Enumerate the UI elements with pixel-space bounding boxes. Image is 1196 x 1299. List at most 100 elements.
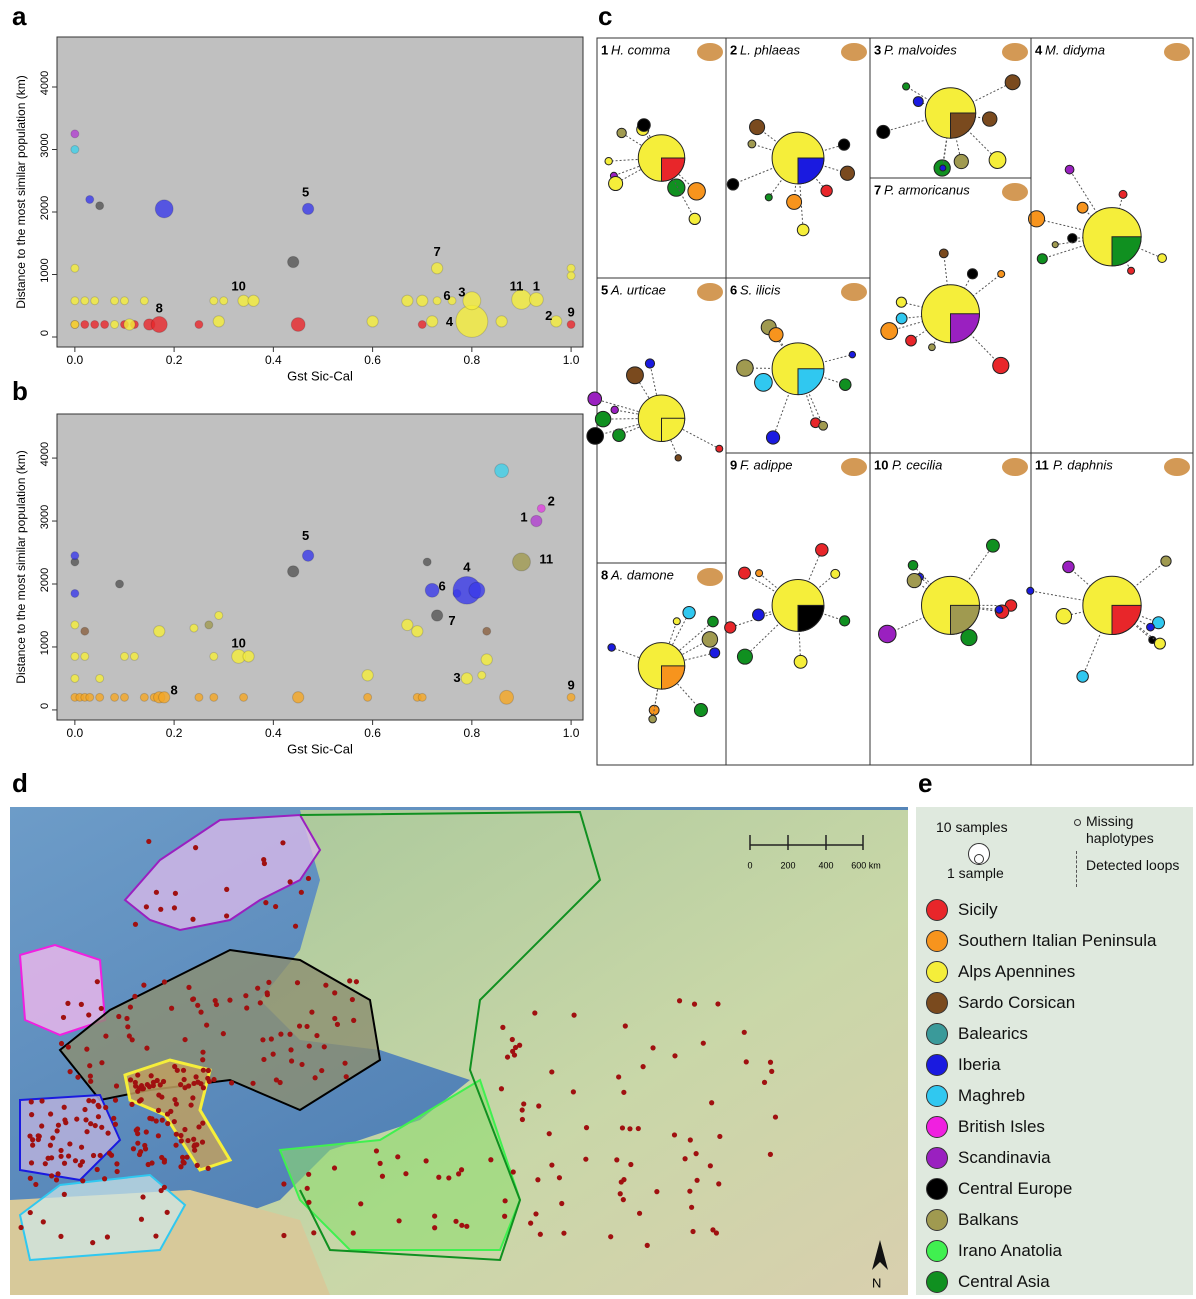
sample-dot — [18, 1224, 24, 1231]
sample-dot — [144, 1045, 150, 1051]
sample-dot — [193, 1074, 199, 1080]
sample-dot — [130, 1146, 137, 1152]
sample-dot — [173, 1131, 179, 1137]
sample-dot — [332, 1015, 338, 1022]
sample-dot — [504, 1054, 511, 1060]
x-tick-label: 0.0 — [67, 353, 84, 367]
sample-dot — [190, 916, 196, 922]
haplotype — [895, 296, 907, 308]
sample-dot — [353, 979, 359, 985]
point — [482, 626, 492, 636]
network-species: A. urticae — [610, 282, 666, 297]
sample-dot — [139, 1086, 145, 1092]
point — [139, 296, 149, 306]
sample-dot — [614, 1157, 620, 1163]
haplotype — [818, 420, 829, 431]
sample-dot — [224, 886, 230, 892]
haplotype — [878, 624, 897, 644]
sample-dot — [311, 1230, 317, 1236]
annotation: 5 — [302, 185, 309, 200]
networks: 1 H. comma 2 L. phlaeas 3 P. malvoides 4 M. did… — [586, 37, 1194, 766]
point — [411, 625, 424, 638]
sample-dot — [171, 905, 178, 911]
network-number: 8 — [601, 567, 608, 582]
sample-dot — [165, 1120, 171, 1127]
haplotype-slice — [797, 368, 825, 396]
legend-entry: Balearics — [926, 1023, 1028, 1045]
point — [214, 610, 224, 620]
legend-entry: Alps Apennines — [926, 961, 1075, 983]
sample-dot — [257, 1000, 263, 1006]
haplotype — [981, 111, 998, 127]
sample-dot — [519, 1116, 526, 1123]
sample-dot — [281, 1181, 287, 1187]
haplotype — [755, 569, 764, 578]
sample-dot — [127, 1004, 133, 1010]
point — [566, 263, 576, 273]
sample-dot — [761, 1079, 768, 1085]
sample-dot — [84, 1129, 90, 1135]
network-edge — [595, 417, 662, 437]
sample-dot — [116, 1013, 122, 1020]
sample-dot — [125, 1024, 131, 1030]
haplotype-slice — [661, 417, 686, 442]
sample-dot — [30, 1137, 36, 1143]
butterfly-icon — [841, 458, 867, 476]
legend-entry: Balkans — [926, 1209, 1018, 1231]
sample-dot — [185, 1137, 191, 1144]
y-axis-title: Distance to the most similar population … — [14, 75, 28, 308]
haplotype — [986, 538, 1000, 553]
annotation: 4 — [463, 560, 471, 575]
sample-dot — [535, 1177, 541, 1183]
haplotype — [1004, 74, 1021, 91]
haplotype — [1160, 555, 1172, 567]
annotation: 10 — [231, 635, 245, 650]
haplotype-slice — [1111, 604, 1142, 636]
haplotype — [994, 605, 1004, 614]
sample-dot — [180, 1067, 187, 1073]
haplotype — [688, 212, 701, 226]
network-number: 11 — [1035, 457, 1049, 472]
haplotype — [764, 193, 773, 202]
haplotype-slice — [797, 604, 825, 632]
sample-dot — [772, 1114, 779, 1120]
sample-dot — [488, 1157, 494, 1163]
haplotype — [747, 139, 757, 149]
point — [363, 692, 373, 702]
sample-dot — [263, 900, 269, 906]
sample-dot — [687, 1188, 693, 1194]
sample-dot — [153, 1233, 159, 1239]
legend-entry: Iberia — [926, 1054, 1001, 1076]
sample-dot — [323, 982, 329, 988]
sample-dot — [396, 1218, 402, 1224]
size-key-small — [974, 854, 984, 864]
butterfly-icon — [841, 43, 867, 61]
map-central-asia-border — [299, 810, 602, 1262]
sample-dot — [199, 1139, 206, 1145]
sample-dot — [211, 1076, 217, 1083]
legend-entry: Sardo Corsican — [926, 992, 1075, 1014]
sample-dot — [138, 1149, 144, 1155]
sample-dot — [28, 1160, 35, 1166]
sample-dot — [112, 1121, 119, 1127]
point — [119, 692, 129, 702]
sample-dot — [204, 1022, 210, 1028]
haplotype — [667, 178, 686, 197]
map: 0 200 400 600 km N — [10, 807, 908, 1295]
point — [90, 296, 100, 306]
sample-dot — [570, 1089, 576, 1095]
network-species: P. cecilia — [892, 457, 942, 472]
haplotype — [715, 444, 724, 453]
point — [447, 296, 457, 306]
sample-dot — [617, 1191, 623, 1197]
sample-dot — [55, 1122, 62, 1128]
sample-dot — [511, 1052, 518, 1058]
sample-dot — [158, 1187, 164, 1194]
sample-dot — [519, 1107, 525, 1113]
sample-dot — [654, 1189, 660, 1195]
sample-dot — [331, 1165, 338, 1171]
sample-dot — [694, 1177, 700, 1183]
point — [119, 651, 129, 661]
sample-dot — [229, 1080, 235, 1086]
sample-dot — [287, 1031, 293, 1037]
